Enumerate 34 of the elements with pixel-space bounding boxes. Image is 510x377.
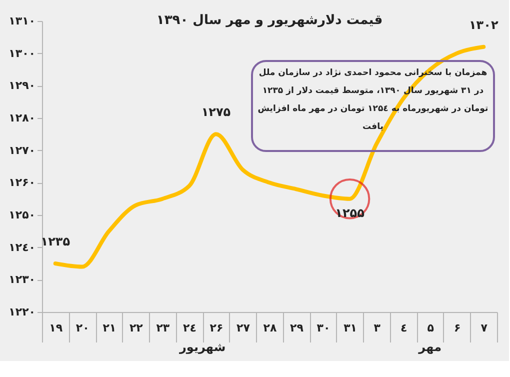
x-tick-label: ۱۹ (49, 322, 63, 334)
x-tick-label: ۲۹ (290, 322, 304, 334)
x-tick-label: ۲۳ (156, 322, 170, 334)
text: شهریور (178, 340, 226, 354)
y-tick-label: ۱۳۱۰ (8, 14, 36, 28)
x-tick-label: ۲۱ (102, 322, 116, 334)
text: مهر (418, 340, 442, 354)
data-label: ۱۲۳۵ (40, 234, 70, 248)
data-label: ۱۳۰۲ (468, 18, 499, 32)
x-tick-label: ۶ (454, 322, 461, 334)
x-tick-label: ۳۰ (316, 322, 330, 334)
x-tick-label: ۲۰ (76, 322, 90, 334)
y-tick-label: ۱۲۳۰ (8, 273, 36, 286)
x-tick-label: ۳۱ (344, 322, 358, 334)
y-tick-label: ۱۲۷۰ (8, 144, 36, 157)
y-tick-label: ۱۲۸۰ (8, 112, 36, 124)
annotation: ۱۲۵۵ (335, 206, 364, 220)
x-tick-label: ۵ (427, 322, 434, 334)
x-tick-label: ۲۸ (263, 322, 277, 334)
x-tick-label: ٤ (400, 322, 408, 334)
x-tick-label: ۲۶ (210, 322, 224, 334)
y-tick-label: ۱۲٤۰ (8, 240, 36, 254)
x-tick-label: ۲۷ (236, 322, 250, 334)
y-tick-label: ۱۳۰۰ (8, 46, 36, 60)
y-tick-label: ۱۲۶۰ (8, 176, 36, 190)
y-tick-label: ۱۲۹۰ (8, 79, 36, 92)
chart-title: قیمت دلارشهریور و مهر سال ۱۳۹۰ (156, 13, 383, 28)
x-tick-label: ۷ (480, 322, 488, 334)
x-tick-label: ۲٤ (182, 322, 196, 334)
x-tick-label: ۳ (374, 322, 381, 334)
x-tick-label: ۲۲ (129, 322, 144, 334)
y-tick-label: ۱۲۵۰ (8, 208, 36, 222)
y-tick-label: ۱۲۲۰ (8, 306, 36, 318)
data-label: ۱۲۷۵ (201, 105, 231, 120)
